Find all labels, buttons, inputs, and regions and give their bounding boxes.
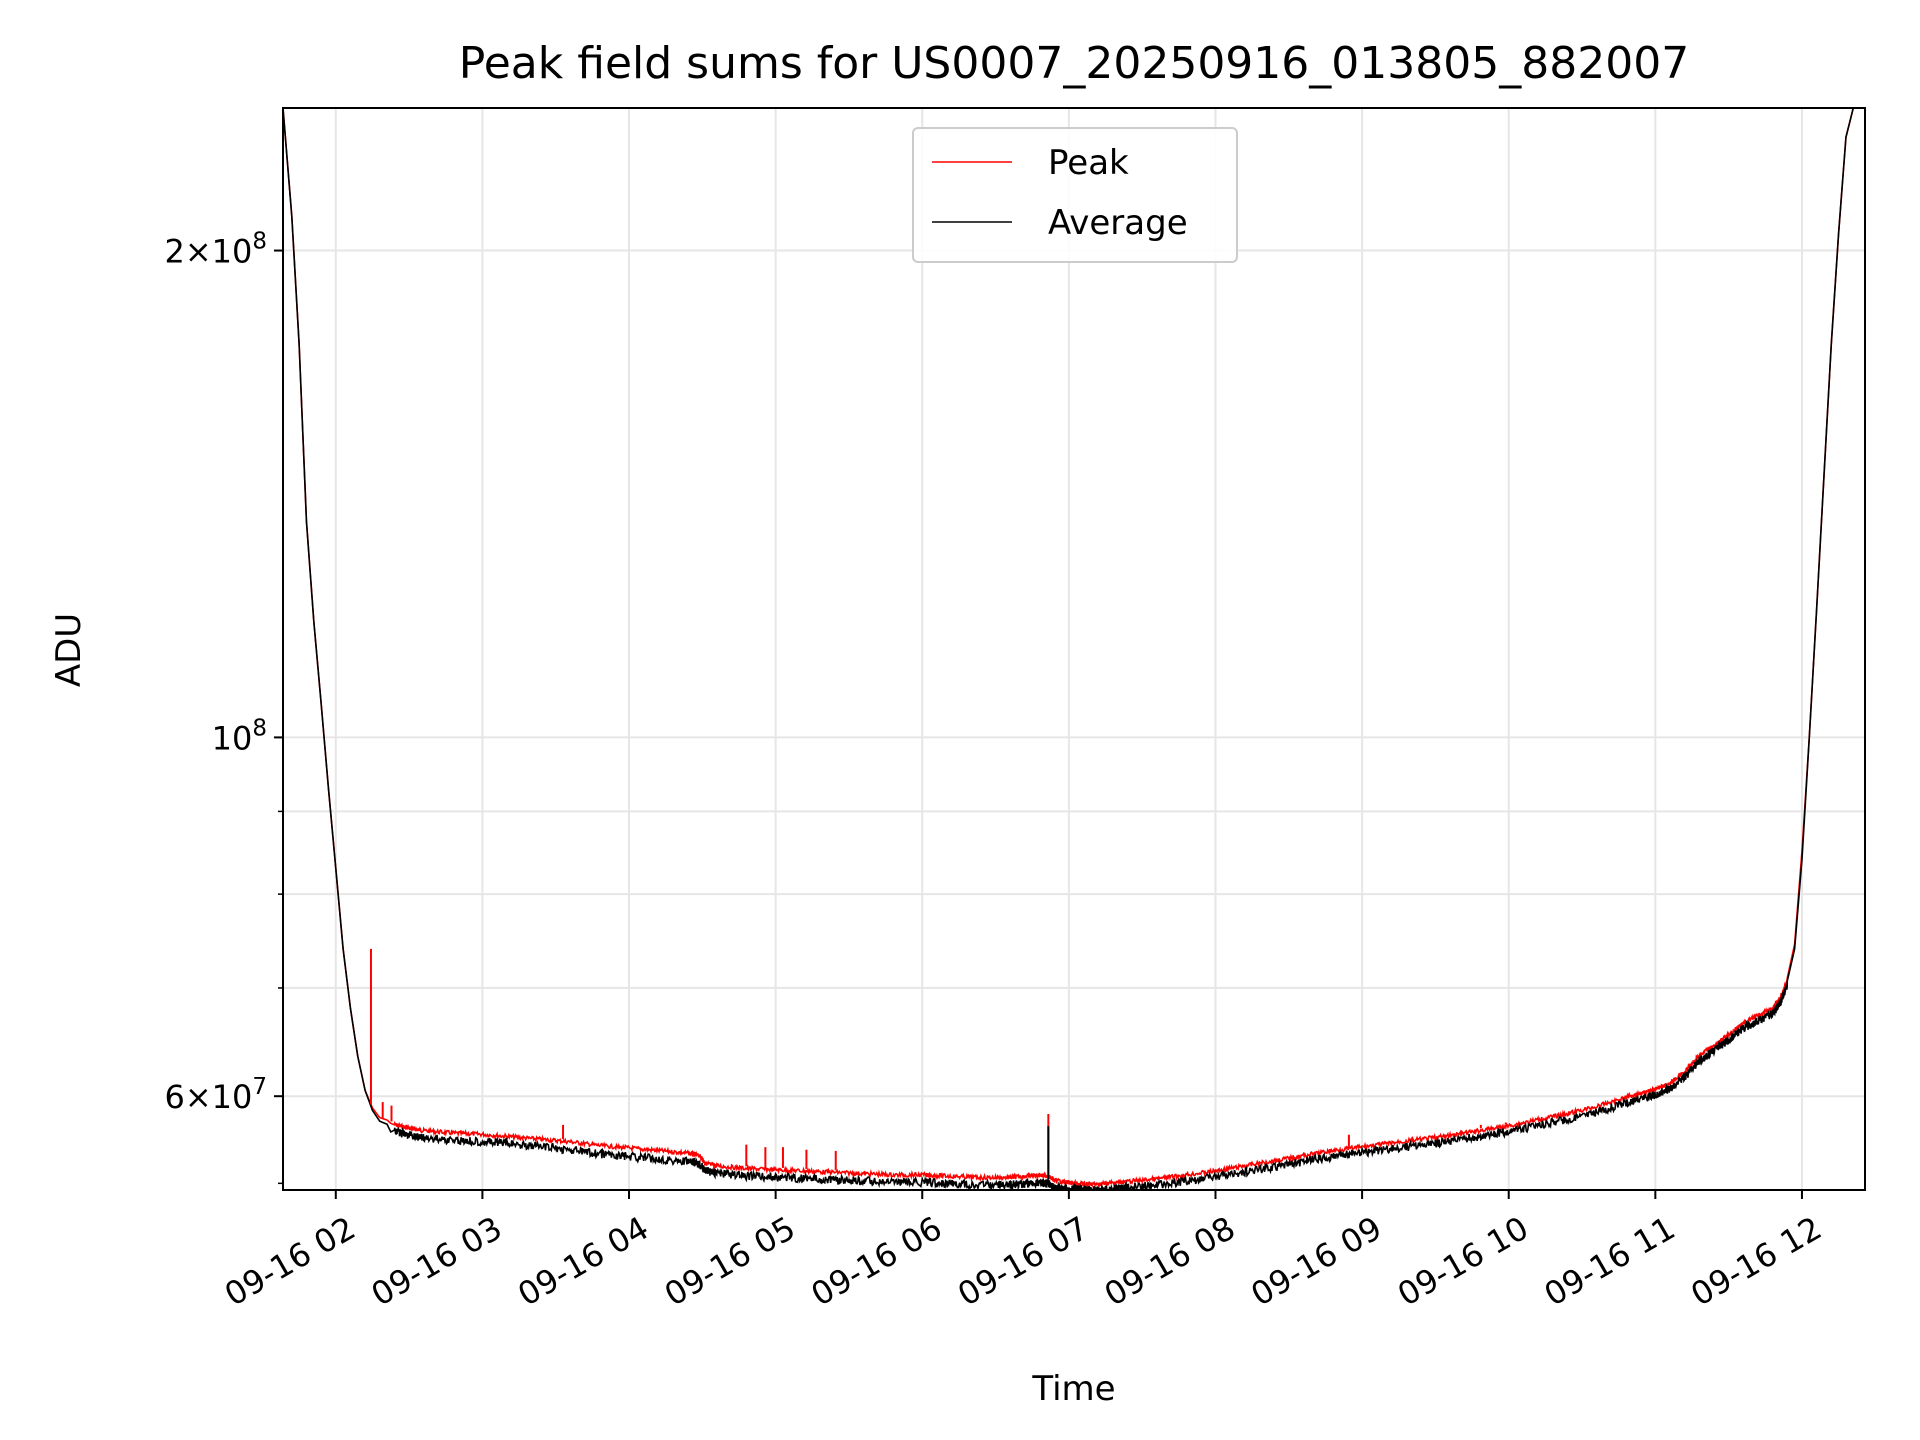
legend: Peak Average xyxy=(912,127,1238,263)
y-axis-label: ADU xyxy=(49,613,89,687)
plot-frame xyxy=(282,107,1866,1191)
y-tick-label: 108 xyxy=(212,715,267,757)
plot-lines xyxy=(283,108,1865,1190)
y-tick-label: 6×107 xyxy=(164,1074,267,1116)
series-line-peak xyxy=(283,108,1865,1189)
series-line-average xyxy=(283,108,1865,1190)
y-axis: 6×107 108 2×108 xyxy=(164,229,283,1185)
y-tick-label: 2×108 xyxy=(164,229,267,271)
legend-peak-label: Peak xyxy=(1048,143,1129,183)
x-axis-label: Time xyxy=(1031,1369,1115,1409)
grid xyxy=(283,108,1865,1190)
chart-title: Peak field sums for US0007_20250916_0138… xyxy=(459,38,1689,89)
legend-average-label: Average xyxy=(1048,203,1188,243)
